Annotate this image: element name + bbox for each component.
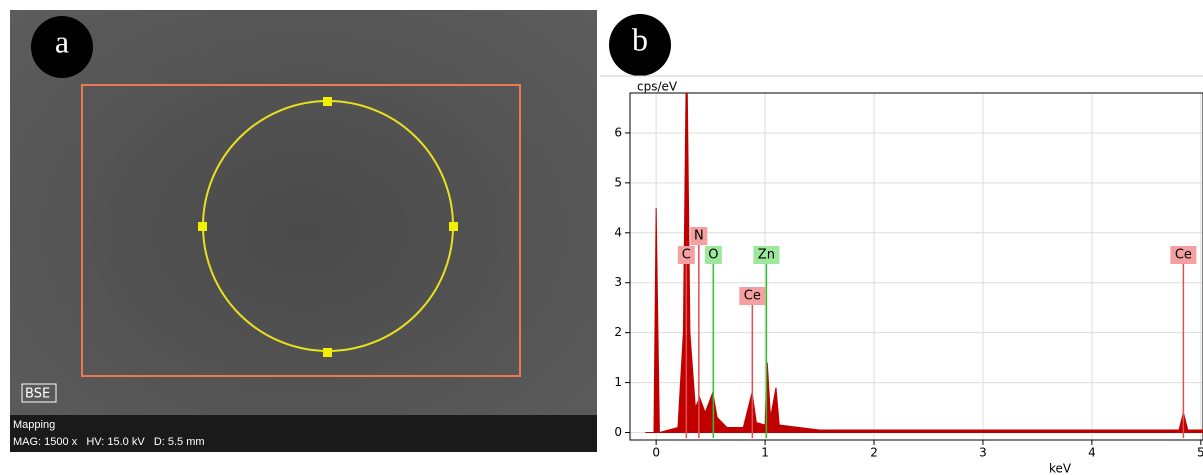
panel-label: b xyxy=(632,21,648,57)
element-label: N xyxy=(694,229,704,244)
info: MAG: 1500 x HV: 15.0 kV D: 5.5 mm xyxy=(13,436,205,448)
handles xyxy=(198,97,458,357)
element-box xyxy=(704,246,722,264)
y-tick-label: 6 xyxy=(614,125,622,139)
plot-frame xyxy=(629,92,1203,441)
x-tick-label: 4 xyxy=(1088,446,1096,460)
x-tick-label: 3 xyxy=(979,446,987,460)
y-tick-label: 5 xyxy=(614,175,622,189)
y-tick-label: 2 xyxy=(614,325,622,339)
y-tick-label: 4 xyxy=(614,225,622,239)
x-tick-label: 0 xyxy=(652,446,660,460)
y-tick-label: 1 xyxy=(614,375,622,389)
sem-image xyxy=(10,10,597,452)
x-tick-label: 1 xyxy=(761,446,769,460)
plot: 0 1 2 3 4 5 0 1 2 3 4 5 6 CNO Ce Zn Ce xyxy=(614,92,1203,460)
element-label: Ce xyxy=(744,289,761,304)
x-tick-label: 2 xyxy=(870,446,878,460)
y-tick-label: 0 xyxy=(614,425,622,439)
info-bar xyxy=(10,415,597,452)
panel-badge xyxy=(31,16,93,78)
spectrum xyxy=(645,93,1203,434)
element-box xyxy=(677,246,695,264)
element-box xyxy=(690,227,708,245)
bse-box xyxy=(21,383,57,403)
element-box xyxy=(753,246,780,264)
x-axis-label: keV xyxy=(1049,462,1072,475)
panel-label: a xyxy=(55,23,69,59)
element-box xyxy=(1170,246,1197,264)
x-tick-label: 5 xyxy=(1197,446,1203,460)
mode: Mapping xyxy=(13,419,55,431)
element-label: Ce xyxy=(1175,248,1192,263)
element-label: Zn xyxy=(758,248,775,263)
y-axis-label: cps/eV xyxy=(637,80,678,94)
y-tick-label: 3 xyxy=(614,275,622,289)
roi-rectangle xyxy=(81,84,521,377)
element-label: O xyxy=(708,248,718,263)
panel-badge xyxy=(609,14,671,76)
detector: BSE xyxy=(25,387,50,402)
element-label: C xyxy=(682,248,691,263)
element-box xyxy=(739,287,766,305)
